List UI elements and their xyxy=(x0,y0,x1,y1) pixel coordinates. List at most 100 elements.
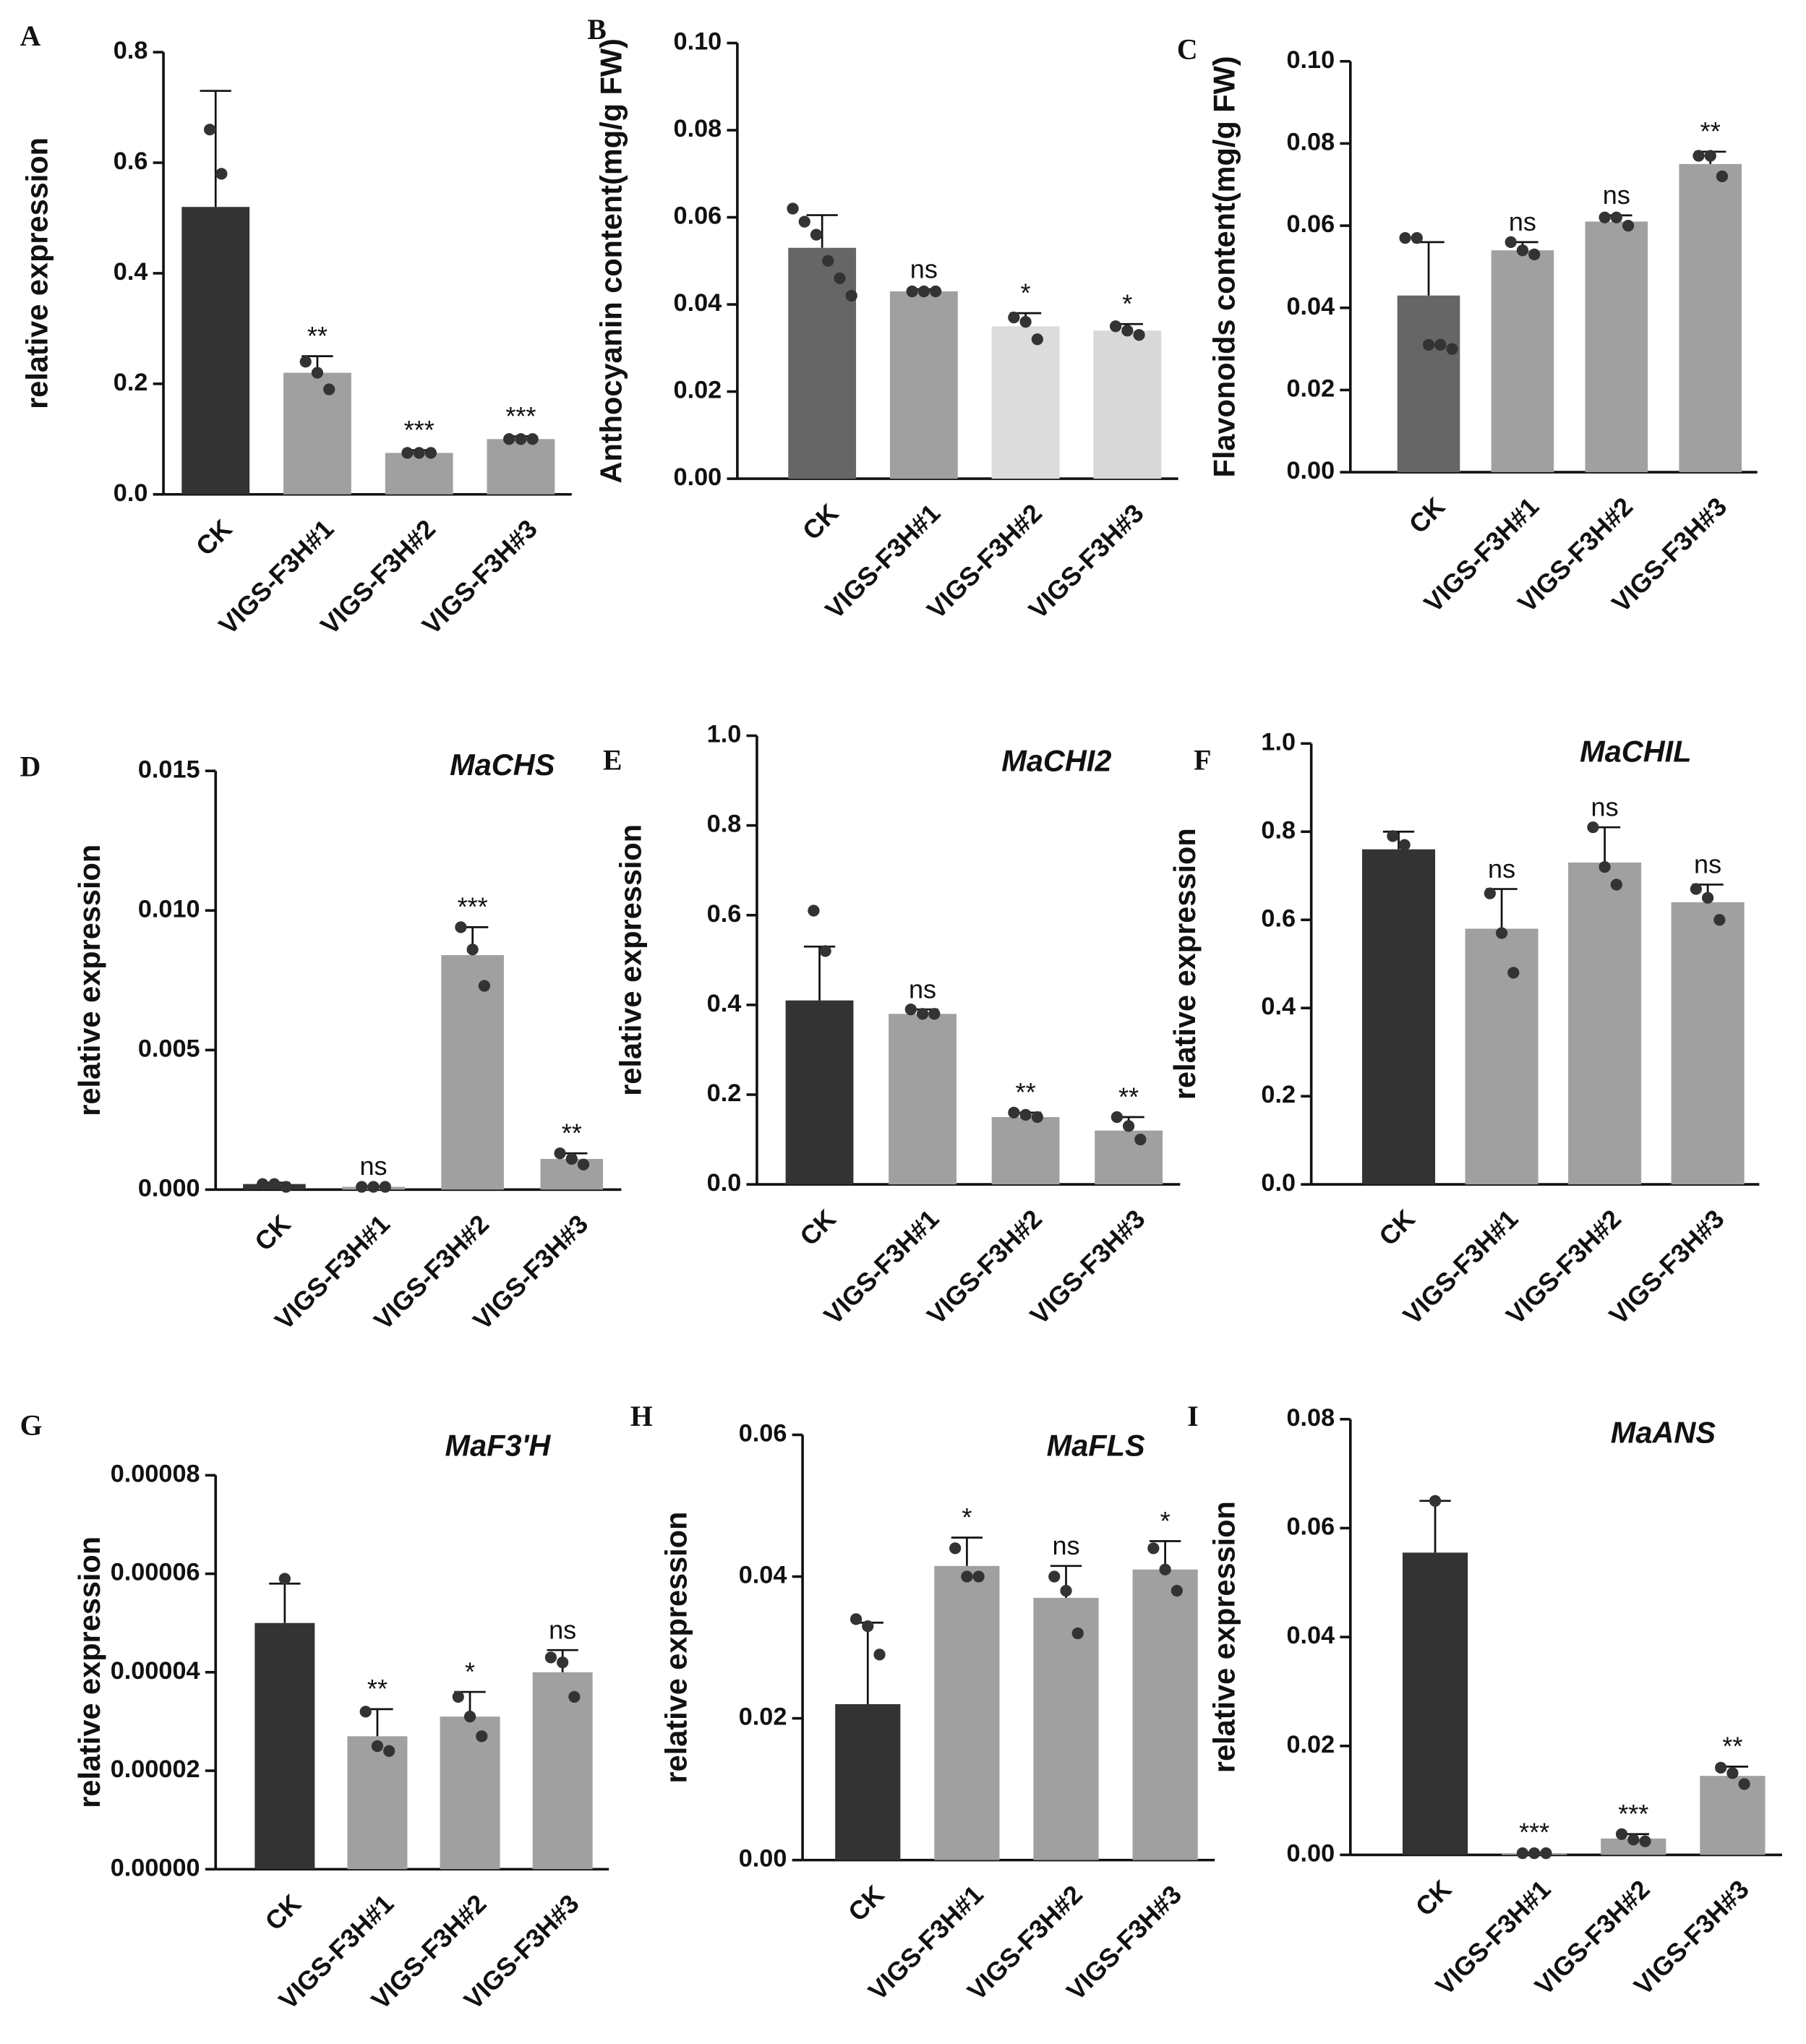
y-tick-label: 0.06 xyxy=(1286,1513,1335,1541)
y-axis-label: relative expression xyxy=(72,844,106,1116)
data-point xyxy=(503,433,515,445)
data-point xyxy=(1587,821,1599,834)
x-tick-label: CK xyxy=(1403,492,1451,539)
data-point xyxy=(862,1620,874,1633)
significance: ** xyxy=(1118,1082,1139,1111)
data-point xyxy=(834,272,846,285)
data-point xyxy=(808,905,820,917)
y-tick-label: 0.06 xyxy=(674,202,722,230)
data-point xyxy=(1540,1847,1552,1860)
y-tick-label: 0.8 xyxy=(1261,816,1296,844)
data-point xyxy=(568,1690,581,1703)
x-tick-label: CK xyxy=(1373,1204,1421,1252)
bar xyxy=(1362,849,1436,1185)
significance: ** xyxy=(562,1118,582,1147)
data-point xyxy=(1159,1563,1171,1575)
bar xyxy=(1585,221,1648,473)
data-point xyxy=(1610,878,1622,891)
data-point xyxy=(798,215,810,228)
y-tick-label: 0.6 xyxy=(114,147,148,175)
significance: *** xyxy=(458,892,488,922)
data-point xyxy=(1627,1834,1640,1846)
y-tick-label: 0.2 xyxy=(1261,1081,1296,1108)
data-point xyxy=(1738,1778,1750,1790)
data-point xyxy=(463,1711,476,1723)
y-tick-label: 0.015 xyxy=(138,756,200,783)
data-point xyxy=(478,980,491,992)
x-tick-label: CK xyxy=(249,1209,296,1257)
data-point xyxy=(476,1730,488,1742)
bar xyxy=(1402,1552,1468,1855)
x-tick-label: CK xyxy=(259,1889,307,1936)
data-point xyxy=(972,1570,985,1583)
data-point xyxy=(1507,967,1520,979)
y-tick-label: 0.06 xyxy=(739,1420,787,1448)
significance: ns xyxy=(910,254,938,283)
data-point xyxy=(1147,1542,1160,1555)
data-point xyxy=(371,1740,384,1753)
data-point xyxy=(1122,1120,1135,1132)
data-point xyxy=(577,1158,590,1171)
data-point xyxy=(268,1178,281,1190)
y-tick-label: 0.02 xyxy=(1286,1731,1335,1758)
y-tick-label: 0.08 xyxy=(1286,128,1335,155)
y-tick-label: 0.4 xyxy=(707,990,742,1017)
data-point xyxy=(1599,860,1611,873)
bar xyxy=(934,1565,1000,1860)
bar xyxy=(254,1622,315,1870)
y-tick-label: 0.0 xyxy=(1261,1169,1296,1197)
x-tick-label: CK xyxy=(794,1204,842,1252)
data-point xyxy=(1008,1106,1020,1119)
y-tick-label: 0.005 xyxy=(138,1035,200,1062)
y-tick-label: 0.00008 xyxy=(111,1460,200,1487)
y-tick-label: 0.04 xyxy=(1286,1622,1335,1649)
bar xyxy=(441,955,504,1190)
data-point xyxy=(917,285,930,298)
y-tick-label: 0.02 xyxy=(674,377,722,404)
data-point xyxy=(1599,211,1611,223)
data-point xyxy=(810,228,823,241)
y-tick-label: 0.04 xyxy=(1286,293,1335,320)
y-axis-label: Flavonoids content(mg/g FW) xyxy=(1207,56,1241,477)
bar xyxy=(1568,862,1642,1185)
panel-label: B xyxy=(587,14,606,46)
data-point xyxy=(1110,1111,1123,1124)
panel-label: D xyxy=(20,751,41,783)
panel-label: G xyxy=(20,1410,43,1442)
y-tick-label: 0.00000 xyxy=(111,1854,200,1881)
y-tick-label: 0.08 xyxy=(674,115,722,142)
y-tick-label: 0.10 xyxy=(1286,46,1335,74)
y-tick-label: 0.000 xyxy=(138,1174,200,1202)
data-point xyxy=(557,1656,569,1669)
y-axis-label: relative expression xyxy=(20,137,54,409)
data-point xyxy=(1048,1570,1061,1583)
bar xyxy=(889,1014,957,1185)
data-point xyxy=(961,1570,973,1583)
bar xyxy=(1679,163,1742,473)
data-point xyxy=(1690,883,1703,895)
y-tick-label: 0.00 xyxy=(1286,1839,1335,1867)
data-point xyxy=(424,447,437,459)
data-point xyxy=(1133,329,1145,341)
y-tick-label: 0.2 xyxy=(707,1079,742,1107)
data-point xyxy=(916,1008,929,1020)
data-point xyxy=(401,447,414,459)
data-point xyxy=(526,433,539,445)
y-tick-label: 0.4 xyxy=(114,258,148,286)
bar xyxy=(440,1716,500,1870)
panel-label: A xyxy=(20,20,41,52)
bar xyxy=(487,439,555,495)
significance: ns xyxy=(359,1151,387,1181)
data-point xyxy=(299,356,312,368)
data-point xyxy=(1713,914,1726,926)
data-point xyxy=(257,1178,269,1190)
bar xyxy=(1700,1776,1766,1855)
y-tick-label: 0.8 xyxy=(707,811,742,838)
data-point xyxy=(311,367,324,379)
significance: *** xyxy=(505,401,536,431)
data-point xyxy=(949,1542,962,1555)
y-tick-label: 0.10 xyxy=(674,28,722,56)
data-point xyxy=(1610,211,1622,223)
data-point xyxy=(1528,1847,1541,1860)
